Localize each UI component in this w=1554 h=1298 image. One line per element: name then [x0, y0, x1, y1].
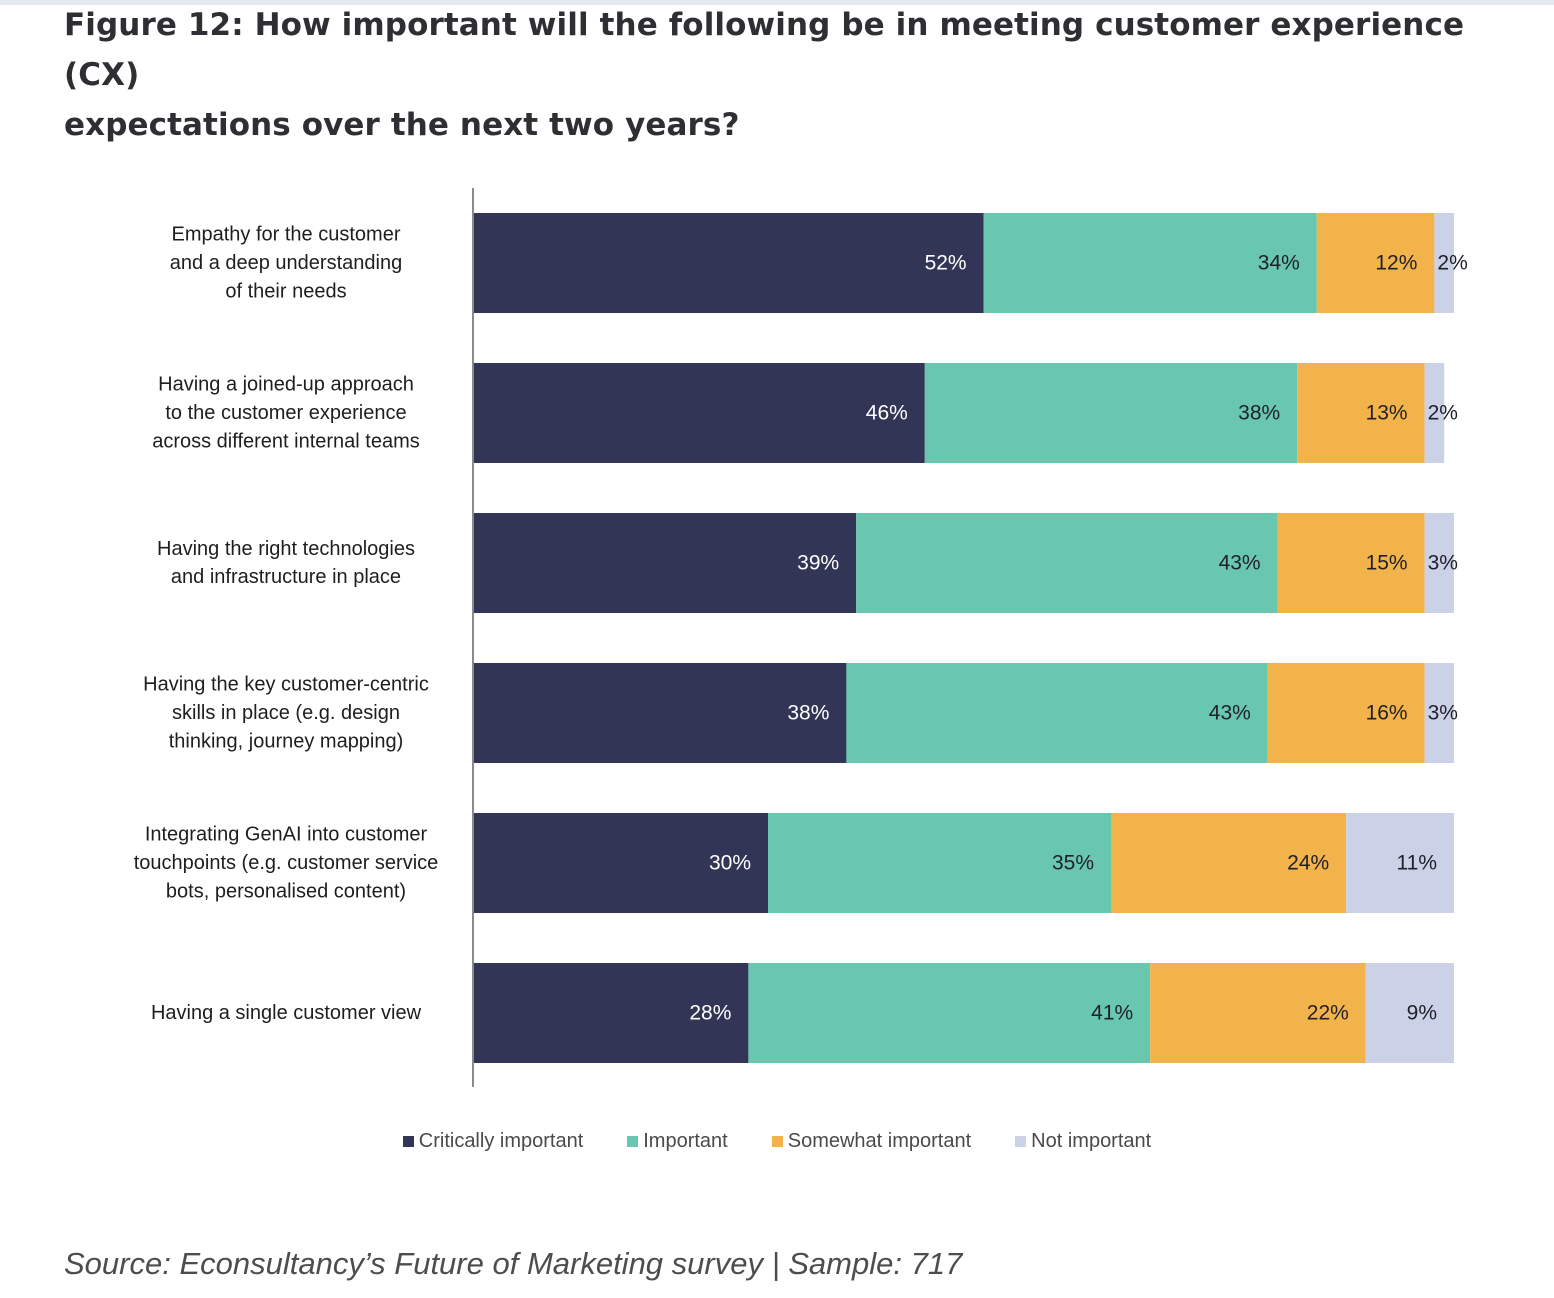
bar-segment: [1316, 213, 1435, 313]
category-label-line: Having the right technologies: [157, 538, 415, 560]
bar-segment: [1297, 363, 1425, 463]
bar-value-label: 39%: [797, 552, 839, 575]
bar-value-label: 46%: [866, 402, 908, 425]
figure-title: Figure 12: How important will the follow…: [64, 0, 1504, 150]
bar-value-label: 38%: [1238, 402, 1280, 425]
category-label-line: and a deep understanding: [170, 252, 402, 274]
bar-segment: [846, 663, 1268, 763]
bar-value-label: 2%: [1437, 252, 1467, 275]
bar-value-label: 22%: [1307, 1002, 1349, 1025]
bar-row: 38% 43% 16% 3%: [474, 663, 1458, 763]
bar-segment: [924, 363, 1298, 463]
legend-item: Important: [627, 1126, 728, 1156]
bar-segment: [1365, 963, 1454, 1063]
bar-row: 46% 38% 13% 2%: [474, 363, 1458, 463]
bar-segment: [474, 663, 847, 763]
bar-segment: [474, 813, 768, 913]
category-labels-layer: Empathy for the customer and a deep under…: [134, 224, 439, 1024]
legend-swatch: [1015, 1135, 1027, 1147]
bar-segment: [1277, 513, 1425, 613]
figure-title-line-1: Figure 12: How important will the follow…: [64, 7, 1465, 93]
legend-label: Somewhat important: [787, 1129, 972, 1152]
bar-segment: [983, 213, 1317, 313]
chart-legend: Critically important Important Somewhat im…: [0, 1126, 1554, 1156]
bar-value-label: 30%: [709, 852, 751, 875]
bars-layer: 52% 34% 12% 2% 46% 38% 13% 2% 39% 43% 15% 3% 38% 43% 1…: [474, 213, 1468, 1063]
category-label: Integrating GenAI into customer touchpoin…: [134, 824, 439, 903]
bar-segment: [474, 513, 857, 613]
bar-segment: [474, 363, 925, 463]
bar-value-label: 3%: [1428, 702, 1458, 725]
bar-segment: [1424, 663, 1454, 763]
bar-segment: [1424, 363, 1445, 463]
legend-item: Critically important: [402, 1126, 584, 1156]
legend-swatch: [402, 1135, 414, 1147]
bar-value-label: 11%: [1397, 852, 1437, 875]
legend-item: Not important: [1015, 1126, 1151, 1156]
bar-segment: [1111, 813, 1347, 913]
legend-swatch: [771, 1135, 783, 1147]
bar-segment: [748, 963, 1151, 1063]
bar-segment: [474, 213, 984, 313]
bar-value-label: 9%: [1407, 1002, 1437, 1025]
category-label-line: to the customer experience: [165, 402, 406, 424]
category-label: Having the right technologies and infrast…: [157, 538, 415, 588]
bar-segment: [474, 963, 749, 1063]
legend-label: Important: [643, 1129, 728, 1152]
legend-label: Not important: [1031, 1129, 1152, 1152]
category-label-line: of their needs: [225, 280, 346, 302]
category-label: Having a single customer view: [151, 1002, 422, 1024]
bar-value-label: 38%: [787, 702, 829, 725]
category-label-line: Empathy for the customer: [172, 224, 401, 246]
category-label: Empathy for the customer and a deep under…: [170, 224, 402, 303]
bar-value-label: 52%: [925, 252, 967, 275]
bar-value-label: 16%: [1366, 702, 1408, 725]
bar-value-label: 15%: [1366, 552, 1408, 575]
bar-row: 30% 35% 24% 11%: [474, 813, 1454, 913]
bar-value-label: 3%: [1428, 552, 1458, 575]
category-label-line: skills in place (e.g. design: [172, 702, 400, 724]
category-label-line: Having the key customer-centric: [143, 674, 429, 696]
bar-value-label: 12%: [1375, 252, 1417, 275]
category-label-line: Having a single customer view: [151, 1002, 422, 1024]
bar-segment: [1424, 513, 1454, 613]
category-label: Having the key customer-centric skills in…: [143, 674, 429, 753]
category-label-line: thinking, journey mapping): [169, 730, 404, 752]
category-label-line: across different internal teams: [152, 430, 420, 452]
bar-segment: [856, 513, 1278, 613]
bar-value-label: 13%: [1366, 402, 1408, 425]
bar-row: 28% 41% 22% 9%: [474, 963, 1454, 1063]
category-label-line: and infrastructure in place: [171, 566, 401, 588]
bar-value-label: 41%: [1091, 1002, 1133, 1025]
bar-segment: [1267, 663, 1425, 763]
category-label-line: Having a joined-up approach: [158, 374, 414, 396]
legend-label: Critically important: [418, 1129, 584, 1152]
stacked-bar-chart: 52% 34% 12% 2% 46% 38% 13% 2% 39% 43% 15% 3% 38% 43% 1…: [134, 188, 1468, 1087]
bar-row: 39% 43% 15% 3%: [474, 513, 1458, 613]
bar-segment: [1434, 213, 1454, 313]
bar-row: 52% 34% 12% 2%: [474, 213, 1468, 313]
bar-value-label: 2%: [1428, 402, 1458, 425]
category-label-line: bots, personalised content): [166, 880, 406, 902]
bar-value-label: 35%: [1052, 852, 1094, 875]
category-label: Having a joined-up approach to the custom…: [152, 374, 420, 453]
legend-item: Somewhat important: [771, 1126, 972, 1156]
category-label-line: Integrating GenAI into customer: [145, 824, 428, 846]
category-label-line: touchpoints (e.g. customer service: [134, 852, 439, 874]
bar-value-label: 43%: [1219, 552, 1261, 575]
bar-value-label: 43%: [1209, 702, 1251, 725]
bar-value-label: 28%: [689, 1002, 731, 1025]
bar-segment: [768, 813, 1111, 913]
bar-segment: [1150, 963, 1366, 1063]
legend-swatch: [627, 1135, 639, 1147]
bar-value-label: 34%: [1258, 252, 1300, 275]
bar-segment: [1346, 813, 1454, 913]
top-rule: [0, 0, 1554, 5]
figure-title-line-2: expectations over the next two years?: [64, 107, 740, 143]
bar-value-label: 24%: [1287, 852, 1329, 875]
source-note: Source: Econsultancy’s Future of Marketi…: [64, 1246, 963, 1281]
